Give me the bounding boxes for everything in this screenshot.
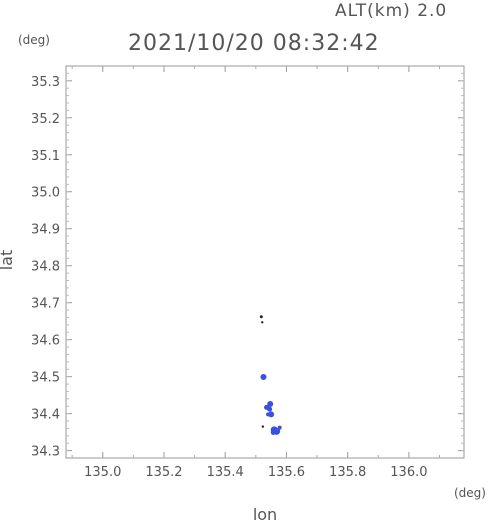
data-point: [261, 425, 265, 428]
y-tick-label: 34.7: [31, 297, 60, 312]
data-point: [267, 406, 273, 412]
data-point: [270, 429, 276, 435]
x-axis-ticks: 135.0 135.2 135.4 135.6 135.8 136.0: [71, 66, 441, 480]
x-tick-label: 135.0: [84, 465, 121, 480]
y-tick-label: 34.8: [31, 260, 60, 275]
y-tick-label: 34.3: [31, 445, 60, 460]
y-tick-label: 34.6: [31, 334, 60, 349]
y-axis-label: lat: [0, 250, 16, 271]
y-tick-label: 34.4: [31, 408, 60, 423]
y-unit-label: (deg): [18, 33, 50, 47]
plot-frame: [65, 65, 465, 459]
data-points: [259, 315, 282, 435]
y-tick-label: 35.2: [31, 112, 60, 127]
chart-title: 2021/10/20 08:32:42: [128, 31, 380, 56]
y-tick-label: 35.3: [31, 75, 60, 90]
data-point: [277, 425, 282, 430]
y-tick-label: 34.9: [31, 223, 60, 238]
y-axis-ticks: 34.3 34.4 34.5 34.6 34.7 34.8 34.9 35.0 35.1 35.2…: [31, 72, 464, 460]
y-tick-label: 35.0: [31, 186, 60, 201]
data-point: [259, 315, 263, 319]
x-tick-label: 135.2: [145, 465, 182, 480]
data-point: [268, 411, 275, 418]
x-tick-label: 135.6: [268, 465, 305, 480]
x-tick-label: 135.4: [207, 465, 244, 480]
data-point: [261, 321, 264, 324]
data-point: [260, 374, 267, 381]
y-tick-label: 34.5: [31, 371, 60, 386]
y-tick-label: 35.1: [31, 149, 60, 164]
data-point: [266, 412, 271, 417]
data-point: [267, 401, 274, 408]
x-axis-label: lon: [253, 505, 277, 521]
altitude-label: ALT(km) 2.0: [335, 1, 447, 21]
x-tick-label: 136.0: [390, 465, 427, 480]
x-unit-label: (deg): [454, 486, 486, 500]
x-tick-label: 135.8: [329, 465, 366, 480]
